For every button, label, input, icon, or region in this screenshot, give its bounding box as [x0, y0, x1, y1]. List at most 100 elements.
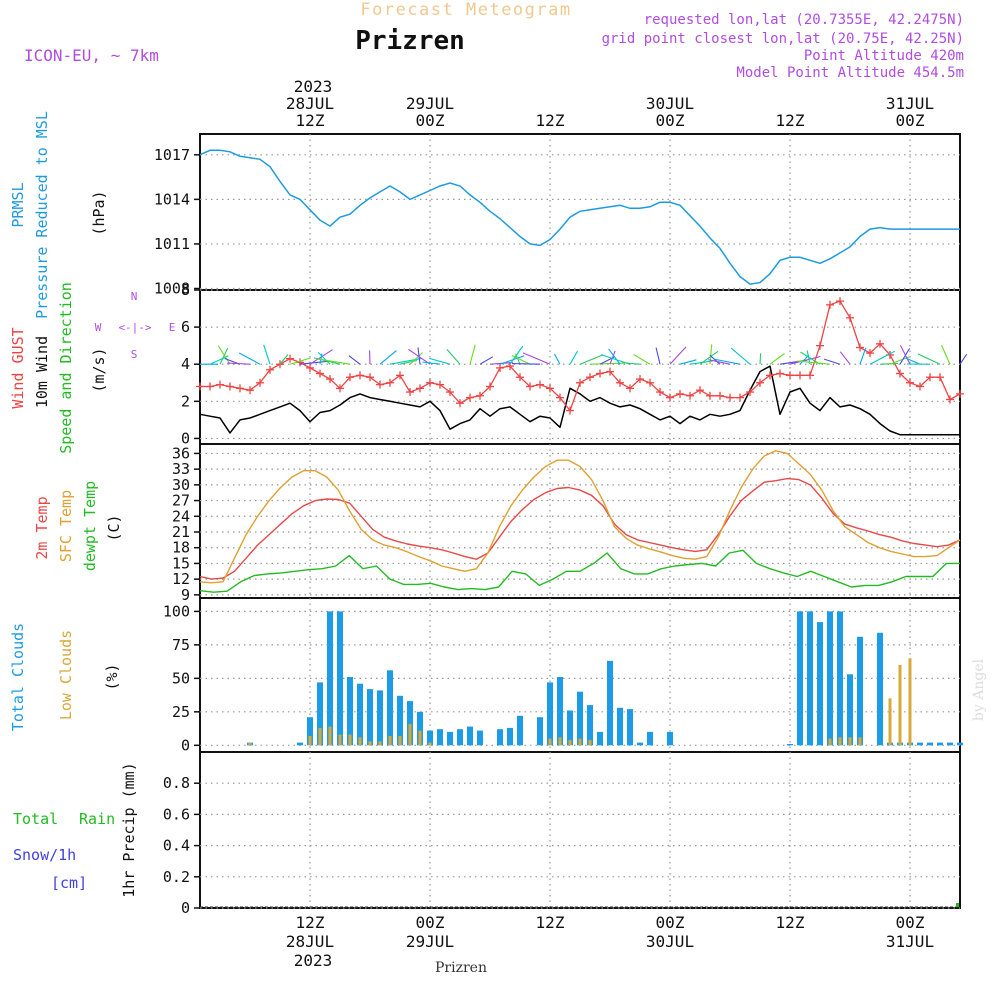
low-cloud-bar	[378, 741, 382, 746]
requested-coords: requested lon,lat (20.7355E, 42.2475N)	[644, 12, 964, 28]
total-cloud-bar	[637, 742, 643, 746]
total-cloud-bar	[837, 611, 843, 746]
top-date-label-3: 30JUL	[646, 94, 694, 113]
top-hour-label-5: 00Z	[896, 111, 925, 130]
gust-marker	[766, 371, 774, 380]
total-cloud-bar	[387, 670, 393, 746]
total-cloud-bar	[367, 689, 373, 746]
wind-speed-line	[199, 365, 960, 436]
sfc-temp-label: SFC Temp	[57, 490, 75, 562]
y-tick-label-p3-8: 12	[172, 570, 190, 588]
gust-marker	[236, 384, 244, 393]
total-cloud-bar	[537, 717, 543, 746]
gust-marker	[396, 371, 404, 380]
bottom-hour-label-5: 00Z	[896, 913, 925, 932]
gust-marker	[326, 375, 334, 384]
wind-direction-arrow	[730, 347, 751, 365]
gust-marker	[226, 382, 234, 391]
y-tick-label-p4-0: 100	[163, 602, 190, 620]
gust-marker	[476, 391, 484, 400]
cm-label: [cm]	[51, 874, 87, 892]
total-cloud-bar	[827, 611, 833, 746]
wind-direction-arrow	[446, 349, 461, 365]
t2m-label: 2m Temp	[33, 496, 51, 559]
low-cloud-bar	[568, 739, 572, 746]
wind-direction-arrow	[422, 361, 441, 365]
low-cloud-bar	[338, 734, 342, 746]
wind-direction-arrow	[622, 362, 641, 365]
total-cloud-bar	[797, 611, 803, 746]
low-cloud-bar	[838, 737, 842, 746]
total-cloud-bar	[787, 744, 793, 746]
wind-direction-arrow	[479, 356, 494, 365]
wind-direction-arrow	[417, 347, 421, 365]
total-cloud-bar	[607, 660, 613, 746]
pressure-reduced-label: Pressure Reduced to MSL	[33, 111, 51, 319]
gust-marker	[796, 371, 804, 380]
bottom-hour-label-4: 12Z	[776, 913, 805, 932]
gust-marker	[726, 393, 734, 402]
y-tick-label-p5-1: 0.6	[163, 805, 190, 823]
grid-point-coords: grid point closest lon,lat (20.75E, 42.2…	[602, 31, 964, 47]
rain-label: Rain	[79, 810, 115, 828]
y-tick-label-p3-6: 18	[172, 539, 190, 557]
gust-marker	[946, 395, 954, 404]
y-tick-label-p4-2: 50	[172, 669, 190, 687]
wind-direction-arrow	[879, 362, 899, 365]
wind-panel	[196, 297, 968, 436]
bottom-hour-label-2: 12Z	[536, 913, 565, 932]
wind-direction-arrow	[940, 344, 951, 365]
wind-direction-arrow	[869, 350, 896, 365]
wind-direction-arrow	[679, 359, 697, 365]
wind-direction-arrow	[899, 345, 911, 365]
gust-marker	[826, 300, 834, 309]
y-tick-label-p1-2: 1011	[154, 235, 190, 253]
gust-marker	[926, 373, 934, 382]
wind-direction-arrow	[469, 344, 476, 365]
low-cloud-bar	[898, 665, 902, 746]
y-tick-label-p2-3: 2	[181, 392, 190, 410]
gust-marker	[406, 388, 414, 397]
y-tick-label-p2-4: 0	[181, 429, 190, 447]
y-tick-label-p3-5: 21	[172, 523, 190, 541]
total-cloud-bar	[447, 731, 453, 746]
total-cloud-bar	[947, 742, 953, 746]
low-cloud-bar	[578, 738, 582, 746]
gust-marker	[516, 373, 524, 382]
wind-direction-arrow	[609, 350, 616, 365]
gust-marker	[656, 388, 664, 397]
total-cloud-bar	[547, 682, 553, 746]
wind-direction-arrow	[669, 346, 687, 365]
grid-lines	[200, 134, 960, 909]
bottom-date-label-0: 28JUL	[286, 932, 334, 951]
total-cloud-bar	[877, 632, 883, 746]
wind-direction-arrow	[699, 350, 719, 365]
gust-marker	[786, 371, 794, 380]
low-cloud-bar	[248, 742, 252, 746]
temp-unit: (C)	[105, 514, 123, 541]
y-tick-label-p5-0: 0.8	[163, 774, 190, 792]
gust-marker	[456, 399, 464, 408]
total-cloud-bar	[517, 715, 523, 746]
compass-w: W	[95, 321, 102, 334]
total-cloud-bar	[667, 731, 673, 746]
gust-marker	[696, 386, 704, 395]
top-hour-label-2: 12Z	[536, 111, 565, 130]
top-hour-label-0: 12Z	[296, 111, 325, 130]
total-cloud-bar	[497, 729, 503, 746]
sfc-temp-line	[199, 450, 961, 584]
y-tick-label-p1-3: 1008	[154, 280, 190, 298]
gust-marker	[776, 369, 784, 378]
clouds-unit: (%)	[103, 663, 121, 690]
gust-marker	[816, 341, 824, 350]
low-cloud-bar	[408, 723, 412, 746]
total-cloud-bar	[347, 677, 353, 746]
compass-n: N	[131, 290, 138, 303]
precip-marker	[956, 903, 959, 907]
wind-direction-arrow	[263, 344, 271, 365]
wind-direction-arrow	[823, 358, 841, 365]
gust-marker	[266, 365, 274, 374]
gust-marker	[546, 384, 554, 393]
wind-direction-arrow	[708, 359, 731, 365]
gust-marker	[596, 369, 604, 378]
